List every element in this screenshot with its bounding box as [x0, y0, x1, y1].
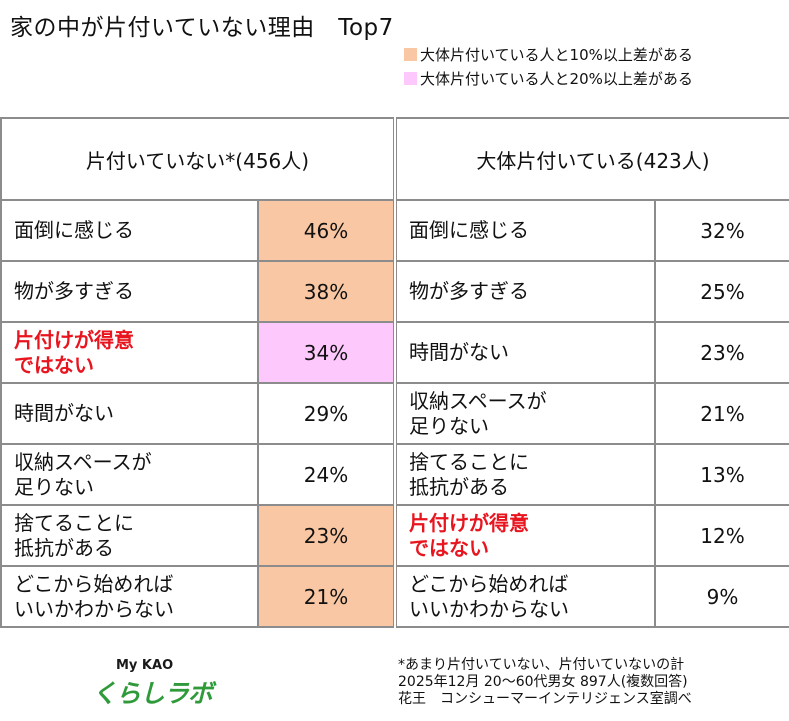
tidy-reason-label: どこから始めれば いいかわからない: [409, 571, 569, 621]
untidy-reason-label: 捨てることに 抵抗がある: [14, 510, 134, 560]
table-row: 収納スペースが 足りない 24% 捨てることに 抵抗がある 13%: [0, 443, 789, 506]
table-header-row: 片付いていない*(456人) 大体片付いている(423人): [0, 117, 789, 201]
tidy-reason-cell: どこから始めれば いいかわからない: [393, 565, 656, 628]
legend-item-10: 大体片付いている人と10%以上差がある: [404, 42, 693, 66]
untidy-reason-cell: 物が多すぎる: [0, 260, 259, 323]
untidy-reason-cell: 収納スペースが 足りない: [0, 443, 259, 506]
tidy-reason-cell: 片付けが得意 ではない: [393, 504, 656, 567]
untidy-reason-cell: 時間がない: [0, 382, 259, 445]
tidy-reason-cell: 面倒に感じる: [393, 199, 656, 262]
tidy-percentage-cell: 9%: [654, 565, 789, 628]
untidy-reason-cell: 捨てることに 抵抗がある: [0, 504, 259, 567]
untidy-percentage-cell: 38%: [257, 260, 396, 323]
untidy-reason-label: 物が多すぎる: [14, 279, 134, 303]
untidy-percentage-cell: 46%: [257, 199, 396, 262]
table-row: どこから始めれば いいかわからない 21% どこから始めれば いいかわからない 9%: [0, 565, 789, 628]
untidy-reason-label: 片付けが得意 ではない: [14, 327, 134, 377]
untidy-reason-cell: 面倒に感じる: [0, 199, 259, 262]
untidy-percentage-cell: 34%: [257, 321, 396, 384]
legend-swatch-20: [404, 71, 417, 85]
tidy-reason-cell: 捨てることに 抵抗がある: [393, 443, 656, 506]
footnotes: *あまり片付いていない、片付いていないの計 2025年12月 20～60代男女 …: [398, 657, 692, 708]
table-row: 面倒に感じる 46% 面倒に感じる 32%: [0, 199, 789, 262]
tidy-reason-label: 面倒に感じる: [409, 218, 529, 242]
table-row: 片付けが得意 ではない 34% 時間がない 23%: [0, 321, 789, 384]
untidy-reason-cell: どこから始めれば いいかわからない: [0, 565, 259, 628]
logo-main-text: くらしラボ: [92, 679, 213, 708]
legend: 大体片付いている人と10%以上差がある 大体片付いている人と20%以上差がある: [404, 42, 693, 90]
untidy-percentage-cell: 23%: [257, 504, 396, 567]
tidy-reason-label: 片付けが得意 ではない: [409, 510, 529, 560]
tidy-reason-label: 物が多すぎる: [409, 279, 529, 303]
footnote-source: 花王 コンシューマーインテリジェンス室調べ: [398, 691, 692, 707]
comparison-table: 片付いていない*(456人) 大体片付いている(423人) 面倒に感じる 46% 面…: [0, 117, 789, 628]
legend-item-20: 大体片付いている人と20%以上差がある: [404, 66, 693, 90]
tidy-reason-label: 収納スペースが 足りない: [409, 388, 547, 438]
tidy-reason-label: 時間がない: [409, 340, 509, 364]
footnote-definition: *あまり片付いていない、片付いていないの計: [398, 657, 685, 673]
untidy-percentage-cell: 29%: [257, 382, 396, 445]
tidy-percentage-cell: 21%: [654, 382, 789, 445]
untidy-percentage-cell: 21%: [257, 565, 396, 628]
tidy-percentage-cell: 12%: [654, 504, 789, 567]
untidy-reason-label: 時間がない: [14, 401, 114, 425]
legend-label-10: 大体片付いている人と10%以上差がある: [420, 45, 693, 64]
table-row: 時間がない 29% 収納スペースが 足りない 21%: [0, 382, 789, 445]
legend-swatch-10: [404, 47, 417, 61]
untidy-reason-label: どこから始めれば いいかわからない: [14, 571, 174, 621]
table-row: 捨てることに 抵抗がある 23% 片付けが得意 ではない 12%: [0, 504, 789, 567]
tidy-percentage-cell: 25%: [654, 260, 789, 323]
group-header-tidy: 大体片付いている(423人): [393, 117, 789, 201]
legend-label-20: 大体片付いている人と20%以上差がある: [420, 69, 693, 88]
page-title: 家の中が片付いていない理由 Top7: [10, 15, 394, 41]
tidy-percentage-cell: 13%: [654, 443, 789, 506]
table-row: 物が多すぎる 38% 物が多すぎる 25%: [0, 260, 789, 323]
untidy-percentage-cell: 24%: [257, 443, 396, 506]
untidy-reason-label: 収納スペースが 足りない: [14, 449, 152, 499]
my-kao-kurashi-labo-logo: My KAO くらしラボ: [92, 658, 213, 712]
tidy-reason-cell: 物が多すぎる: [393, 260, 656, 323]
tidy-percentage-cell: 32%: [654, 199, 789, 262]
untidy-reason-label: 面倒に感じる: [14, 218, 134, 242]
tidy-percentage-cell: 23%: [654, 321, 789, 384]
tidy-reason-label: 捨てることに 抵抗がある: [409, 449, 529, 499]
footnote-survey: 2025年12月 20～60代男女 897人(複数回答): [398, 674, 688, 690]
logo-top-text: My KAO: [116, 658, 174, 673]
tidy-reason-cell: 時間がない: [393, 321, 656, 384]
untidy-reason-cell: 片付けが得意 ではない: [0, 321, 259, 384]
tidy-reason-cell: 収納スペースが 足りない: [393, 382, 656, 445]
group-header-untidy: 片付いていない*(456人): [0, 117, 396, 201]
